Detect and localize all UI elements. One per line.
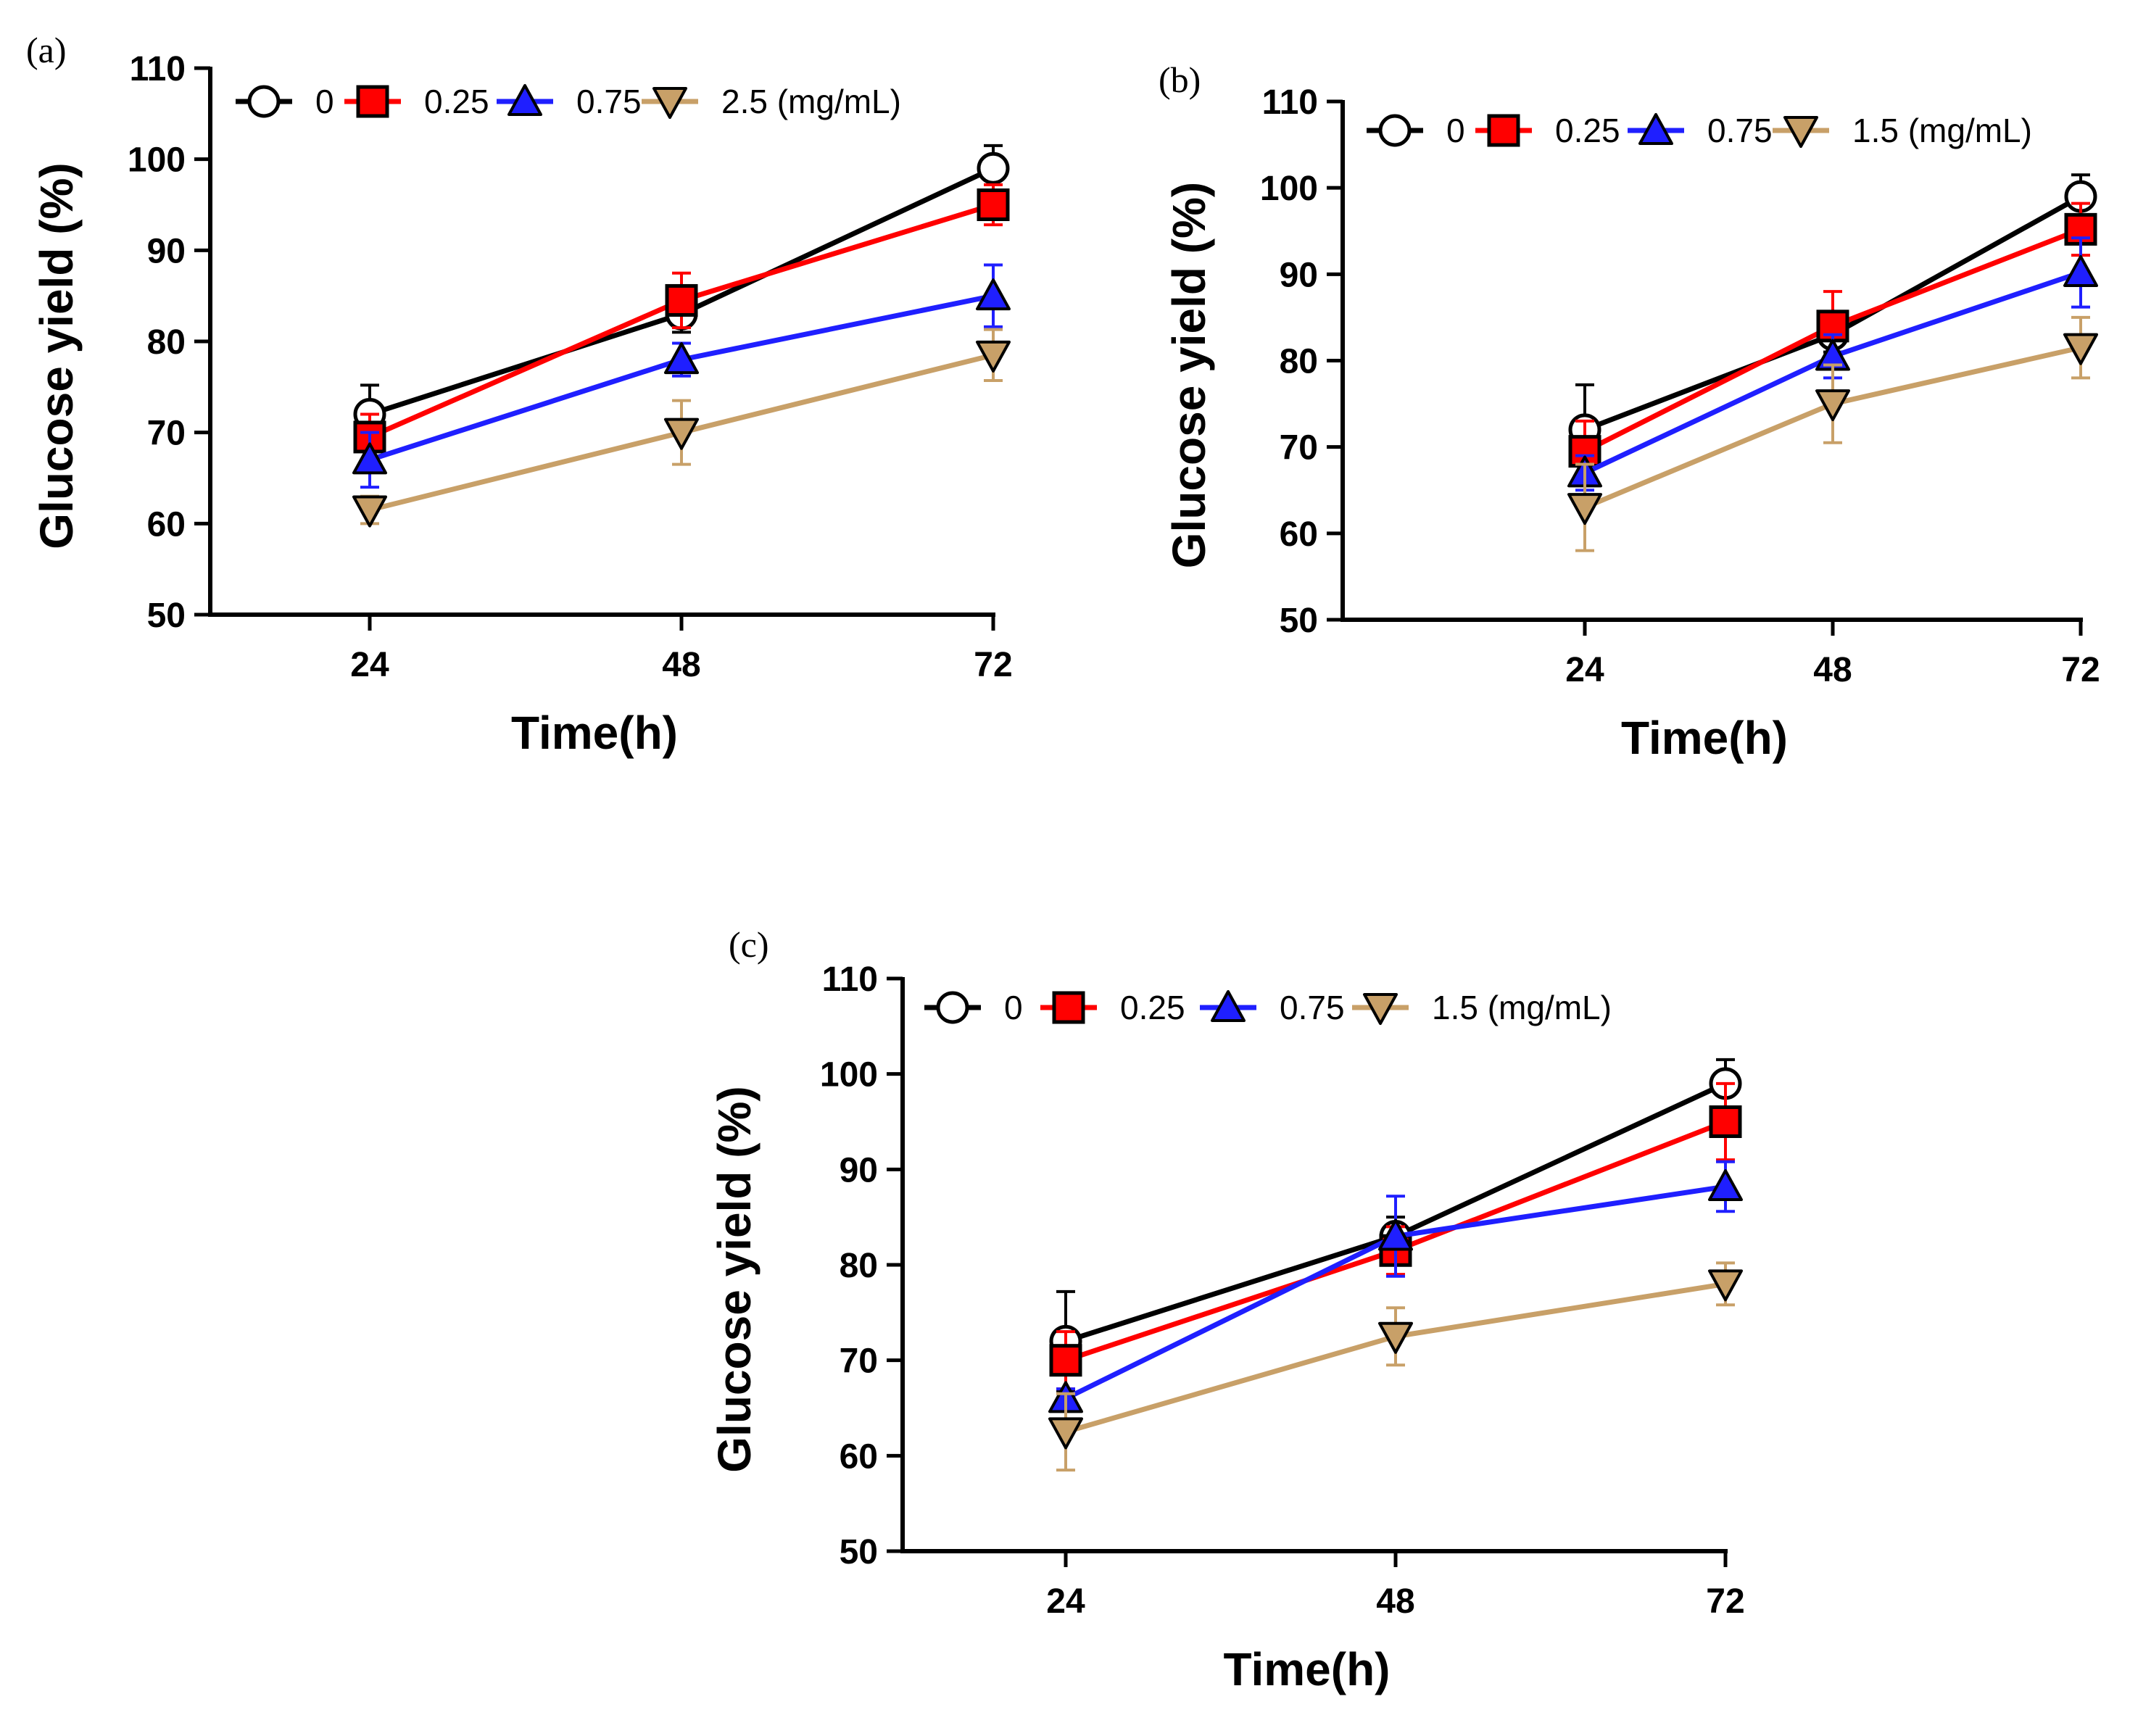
- legend-label: 0.75: [1280, 989, 1345, 1026]
- x-axis-title: Time(h): [1621, 712, 1788, 764]
- x-tick-label: 24: [350, 646, 389, 684]
- legend-label: 0: [1004, 989, 1023, 1026]
- y-tick-label: 50: [1280, 602, 1318, 640]
- data-point: [352, 442, 387, 475]
- y-tick-label: 90: [1280, 256, 1318, 294]
- panel-letter: (b): [1159, 59, 1201, 100]
- data-point: [1708, 1169, 1743, 1202]
- legend-label: 0: [1446, 112, 1465, 149]
- legend-label: 1.5 (mg/mL): [1432, 989, 1612, 1026]
- y-tick-label: 60: [840, 1437, 878, 1476]
- y-tick-label: 90: [840, 1151, 878, 1189]
- data-point: [1378, 1321, 1413, 1354]
- data-point: [1048, 1417, 1083, 1450]
- series-group: [353, 183, 1010, 462]
- x-tick-label: 72: [2061, 651, 2100, 689]
- data-point: [665, 283, 698, 317]
- y-tick-label: 110: [1262, 83, 1318, 122]
- legend: 0 0.25 0.75 2.5 (mg/mL): [236, 83, 901, 120]
- legend-marker: [1052, 991, 1085, 1024]
- data-point: [1378, 1218, 1413, 1251]
- data-point: [2063, 333, 2098, 365]
- data-point: [976, 340, 1011, 373]
- data-point: [352, 495, 387, 528]
- series-group: [1048, 1160, 1743, 1413]
- data-point: [1708, 1269, 1743, 1302]
- y-tick-label: 110: [130, 50, 186, 88]
- x-tick-label: 24: [1046, 1582, 1085, 1621]
- y-tick-label: 70: [147, 415, 186, 453]
- y-tick-label: 100: [128, 141, 186, 180]
- y-axis-title: Glucose yield (%): [30, 162, 83, 549]
- legend-marker: [1378, 114, 1412, 147]
- y-tick-label: 80: [1280, 343, 1318, 381]
- series-group: [1048, 1261, 1743, 1472]
- legend-marker: [1487, 114, 1520, 147]
- x-tick-label: 72: [974, 646, 1012, 684]
- data-point: [1815, 389, 1850, 422]
- series-group: [1567, 315, 2098, 552]
- y-tick-label: 90: [147, 232, 186, 270]
- y-axis-title: Glucose yield (%): [708, 1086, 761, 1472]
- y-tick-label: 70: [1280, 429, 1318, 468]
- legend-label: 1.5 (mg/mL): [1852, 112, 2032, 149]
- legend-marker: [247, 85, 281, 118]
- legend-label: 0.75: [576, 83, 642, 120]
- x-tick-label: 48: [1376, 1582, 1414, 1621]
- x-tick-label: 48: [1813, 651, 1852, 689]
- y-tick-label: 100: [820, 1056, 878, 1095]
- y-tick-label: 60: [1280, 515, 1318, 554]
- legend-marker: [1211, 990, 1246, 1022]
- legend: 0 0.25 0.75 1.5 (mg/mL): [924, 989, 1612, 1026]
- chart-panel: (c) 50 60 70 80 90 100 110 24 48 72 Time(h) Glucose …: [708, 924, 1745, 1695]
- y-axis-title: Glucose yield (%): [1163, 182, 1215, 568]
- data-point: [977, 188, 1010, 221]
- legend-marker: [936, 991, 969, 1024]
- data-point: [1567, 493, 1602, 526]
- y-tick-label: 60: [147, 505, 186, 544]
- data-point: [1049, 1344, 1082, 1377]
- x-axis-title: Time(h): [511, 707, 678, 759]
- data-point: [1709, 1105, 1742, 1138]
- legend: 0 0.25 0.75 1.5 (mg/mL): [1367, 112, 2032, 149]
- panel-letter: (c): [729, 924, 769, 965]
- y-tick-label: 80: [840, 1247, 878, 1285]
- x-tick-label: 72: [1706, 1582, 1744, 1621]
- legend-label: 0.25: [1555, 112, 1620, 149]
- legend-label: 2.5 (mg/mL): [721, 83, 901, 120]
- legend-label: 0.75: [1707, 112, 1773, 149]
- y-tick-label: 50: [840, 1533, 878, 1571]
- x-tick-label: 24: [1565, 651, 1604, 689]
- series-group: [352, 328, 1011, 528]
- panel-letter: (a): [26, 30, 67, 70]
- legend-marker: [1783, 116, 1818, 148]
- legend-label: 0.25: [1120, 989, 1185, 1026]
- legend-marker: [356, 85, 389, 118]
- x-tick-label: 48: [662, 646, 700, 684]
- legend-label: 0: [315, 83, 334, 120]
- legend-marker: [652, 87, 687, 119]
- data-point: [977, 151, 1010, 185]
- legend-marker: [1638, 113, 1673, 145]
- y-tick-label: 70: [840, 1342, 878, 1381]
- y-tick-label: 50: [147, 597, 186, 635]
- data-point: [664, 342, 699, 375]
- legend-marker: [507, 84, 542, 116]
- data-point: [976, 278, 1011, 311]
- y-tick-label: 100: [1260, 170, 1318, 208]
- data-point: [2063, 254, 2098, 287]
- x-axis-title: Time(h): [1224, 1643, 1391, 1695]
- legend-label: 0.25: [424, 83, 489, 120]
- chart-panel: (a) 50 60 70 80 90 100 110 24 48 72 Time(h) Glucose …: [26, 30, 1013, 759]
- chart-panel: (b) 50 60 70 80 90 100 110 24 48 72 Time(h) Glucose …: [1159, 59, 2100, 764]
- series-group: [352, 263, 1011, 489]
- legend-marker: [1363, 993, 1398, 1025]
- y-tick-label: 110: [822, 960, 878, 999]
- data-point: [664, 418, 699, 450]
- y-tick-label: 80: [147, 323, 186, 362]
